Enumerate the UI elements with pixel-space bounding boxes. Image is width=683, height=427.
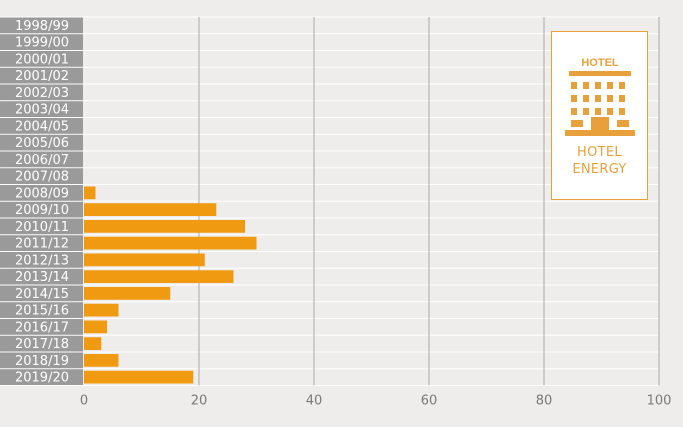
hotel-energy-logo: HOTEL HOTEL ENERGY xyxy=(551,31,648,200)
category-label-bg xyxy=(0,235,83,251)
category-label: 2016/17 xyxy=(15,320,69,335)
x-tick-label: 20 xyxy=(191,394,208,409)
category-label-bg xyxy=(0,201,83,218)
category-label: 2006/07 xyxy=(15,153,69,168)
grid-lines xyxy=(0,16,660,386)
x-axis-tick-labels: 0 20 40 60 80 100 xyxy=(80,394,672,409)
bar xyxy=(84,270,234,283)
category-label: 2008/09 xyxy=(15,186,69,201)
bar xyxy=(84,370,194,384)
bar xyxy=(84,320,107,334)
category-label: 1999/00 xyxy=(15,36,69,51)
category-label-bg xyxy=(0,185,83,201)
category-label-bg xyxy=(0,67,83,84)
logo-line-energy: ENERGY xyxy=(572,162,627,177)
category-label-bg xyxy=(0,168,83,184)
category-label-bg xyxy=(0,101,83,117)
category-label: 2012/13 xyxy=(15,253,69,268)
x-tick-label: 40 xyxy=(306,394,323,409)
category-label: 2003/04 xyxy=(15,103,69,118)
x-tick-label: 100 xyxy=(647,394,672,409)
x-tick-label: 0 xyxy=(80,394,88,409)
category-label: 2017/18 xyxy=(15,337,69,352)
category-label: 2010/11 xyxy=(15,220,69,235)
logo-line-hotel: HOTEL xyxy=(577,145,622,160)
category-label: 2019/20 xyxy=(15,371,69,386)
category-label: 2002/03 xyxy=(15,86,69,101)
category-label-bg xyxy=(0,51,83,67)
category-label-bg xyxy=(0,319,83,335)
hotel-building-icon: HOTEL xyxy=(565,57,635,136)
category-label-bg xyxy=(0,335,83,352)
category-label: 2015/16 xyxy=(15,304,69,319)
category-label-bg xyxy=(0,302,83,318)
bar xyxy=(84,203,217,216)
x-tick-label: 80 xyxy=(536,394,553,409)
category-label: 2007/08 xyxy=(15,170,69,185)
category-label: 2001/02 xyxy=(15,69,69,84)
category-label: 2011/12 xyxy=(15,237,69,252)
bar xyxy=(84,287,171,300)
category-label: 1998/99 xyxy=(15,19,69,34)
category-label-bg xyxy=(0,218,83,235)
category-label-bg xyxy=(0,252,83,268)
category-label: 2013/14 xyxy=(15,270,69,285)
category-label-bg xyxy=(0,285,83,302)
bar xyxy=(84,186,96,200)
category-label: 2005/06 xyxy=(15,136,69,151)
category-label: 2014/15 xyxy=(15,287,69,302)
category-label-bg xyxy=(0,84,83,101)
category-label-bg xyxy=(0,134,83,151)
category-label: 2018/19 xyxy=(15,354,69,369)
category-label-bg xyxy=(0,352,83,369)
logo-sign-text: HOTEL xyxy=(581,57,619,69)
category-label: 2000/01 xyxy=(15,52,69,67)
bar xyxy=(84,354,119,367)
category-label-bg xyxy=(0,34,83,50)
x-tick-label: 60 xyxy=(421,394,438,409)
bar xyxy=(84,220,245,233)
category-label-bg xyxy=(0,17,83,34)
bar xyxy=(84,253,205,267)
category-label-bg xyxy=(0,268,83,285)
category-label-bg xyxy=(0,369,83,385)
category-label: 2004/05 xyxy=(15,119,69,134)
category-label-bg xyxy=(0,151,83,168)
bar xyxy=(84,236,257,250)
category-label-bg xyxy=(0,118,83,134)
bar xyxy=(84,337,102,350)
bar xyxy=(84,303,119,317)
bars xyxy=(84,186,257,384)
category-label: 2009/10 xyxy=(15,203,69,218)
